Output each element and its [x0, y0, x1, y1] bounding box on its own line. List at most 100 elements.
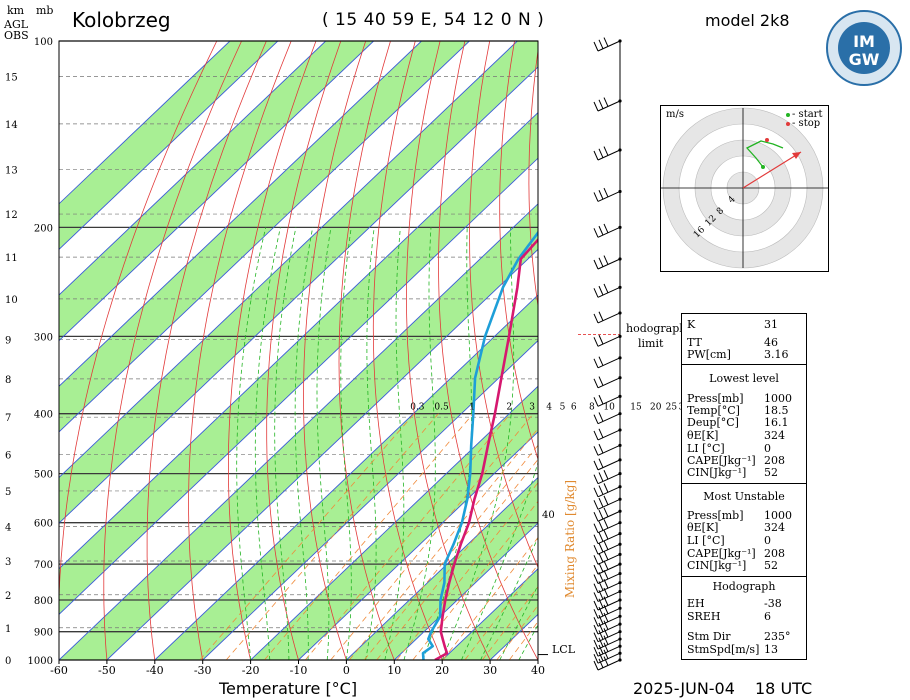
ll-li-label: LI [°C] — [687, 442, 725, 455]
wind-barb — [597, 638, 621, 650]
temp-tick-label: 20 — [435, 664, 449, 677]
storm-dir-value: 235° — [764, 630, 791, 643]
wind-barb-feather — [593, 617, 599, 627]
isotherm-line — [59, 66, 538, 524]
eh-label: EH — [687, 597, 705, 610]
pressure-tick-label: 100 — [34, 37, 53, 48]
mu-cape-label: CAPE[Jkg⁻¹] — [687, 547, 756, 560]
mixing-ratio-line — [481, 586, 538, 660]
isotherm-line — [250, 385, 538, 660]
dry-adiabat — [406, 41, 491, 660]
wind-barb — [597, 599, 621, 611]
wind-barb — [597, 357, 621, 369]
wind-barb — [597, 149, 621, 161]
storm-motion-arrowhead — [792, 152, 801, 159]
dry-adiabat — [338, 41, 395, 660]
sreh-label: SREH — [687, 610, 721, 623]
wind-barb — [597, 607, 621, 619]
k-index-label: K — [687, 318, 696, 331]
hodograph-stop-point — [765, 138, 769, 142]
tt-index-label: TT — [687, 336, 702, 349]
wind-barb — [597, 335, 621, 347]
wind-barb-feather — [598, 630, 604, 640]
isotherm-line — [106, 248, 538, 660]
wind-barb-feather — [603, 620, 609, 630]
mu-thetae-label: θE[K] — [687, 521, 719, 534]
isotherm-line — [393, 522, 538, 660]
wind-barb-feather — [593, 474, 599, 484]
wind-barbs — [593, 37, 622, 671]
moist-adiabat — [340, 227, 352, 660]
wind-barb-feather — [598, 532, 604, 542]
km-tick-label: 14 — [5, 120, 18, 131]
mixing-ratio-line — [330, 413, 534, 660]
km-tick-label: 10 — [5, 295, 18, 306]
wind-barb-feather — [603, 635, 609, 645]
wind-barb-feather — [593, 609, 599, 619]
wind-barb-feather — [593, 259, 599, 270]
hodograph-limit-label-1: hodograph — [626, 322, 687, 335]
wind-barb — [597, 510, 621, 522]
storm-speed-value: 13 — [764, 643, 778, 656]
mixing-ratio-label: 2 — [506, 403, 512, 413]
wind-barb-feather — [593, 358, 599, 369]
separator — [682, 364, 806, 365]
hodograph-limit-label-2: limit — [638, 337, 664, 350]
km-tick-label: 8 — [5, 375, 11, 386]
wind-barb — [597, 553, 621, 565]
hodograph-ring-label: 4 — [727, 194, 738, 205]
wind-barb-feather — [603, 470, 609, 480]
wind-barb-feather — [598, 644, 604, 655]
isotherm-band — [59, 112, 538, 615]
mu-cin-label: CIN[Jkg⁻¹] — [687, 559, 747, 572]
storm-motion-vector — [742, 151, 802, 189]
wind-barb-feather — [603, 495, 609, 506]
km-tick-label: 7 — [5, 413, 11, 424]
moist-adiabat — [403, 227, 436, 660]
wind-barb-feather — [603, 540, 609, 550]
wind-barb-feather — [603, 642, 609, 653]
wind-barb-feather — [598, 552, 604, 563]
wind-barb — [597, 190, 621, 202]
mixing-ratio-line — [442, 536, 538, 660]
dry-adiabat — [103, 41, 242, 660]
wind-barb-feather — [593, 192, 599, 202]
k-index-value: 31 — [764, 318, 778, 331]
ll-li-value: 0 — [764, 442, 771, 455]
wind-barb-feather — [593, 228, 599, 238]
mixing-ratio-label: 1 — [469, 403, 475, 413]
wind-barb-feather — [593, 639, 599, 650]
moist-adiabat — [461, 461, 538, 660]
wind-barb-feather — [593, 414, 599, 424]
lowest-level-title: Lowest level — [709, 372, 779, 385]
mu-press-label: Press[mb] — [687, 509, 744, 522]
wind-barb-feather — [598, 614, 604, 625]
moist-adiabat — [294, 227, 314, 660]
temperature-profile — [434, 237, 538, 660]
pressure-tick-label: 300 — [34, 332, 53, 343]
wind-barb-feather — [598, 334, 604, 345]
mixing-ratio-label: 10 — [603, 403, 615, 413]
wind-barb-feather — [598, 412, 604, 422]
x-axis-label: Temperature [°C] — [219, 679, 358, 698]
imgw-logo: IM GW — [826, 10, 902, 86]
wind-barb-feather — [603, 569, 609, 580]
wind-barb-feather — [603, 146, 609, 156]
wind-barb-feather — [593, 41, 599, 52]
wind-barb-feather — [598, 39, 604, 50]
wind-barb-feather — [598, 572, 604, 582]
wind-barb-feather — [593, 288, 599, 298]
wind-barb-feather — [593, 574, 599, 584]
wind-barb-feather — [593, 150, 599, 161]
wind-barb-feather — [593, 583, 599, 593]
wind-barb-feather — [598, 581, 604, 591]
wind-barb-feather — [593, 523, 599, 533]
wind-barb-feather — [593, 512, 599, 522]
wind-barb — [597, 486, 621, 498]
isotherm-line — [154, 294, 538, 660]
separator — [682, 576, 806, 577]
wind-barb-feather — [598, 311, 604, 321]
